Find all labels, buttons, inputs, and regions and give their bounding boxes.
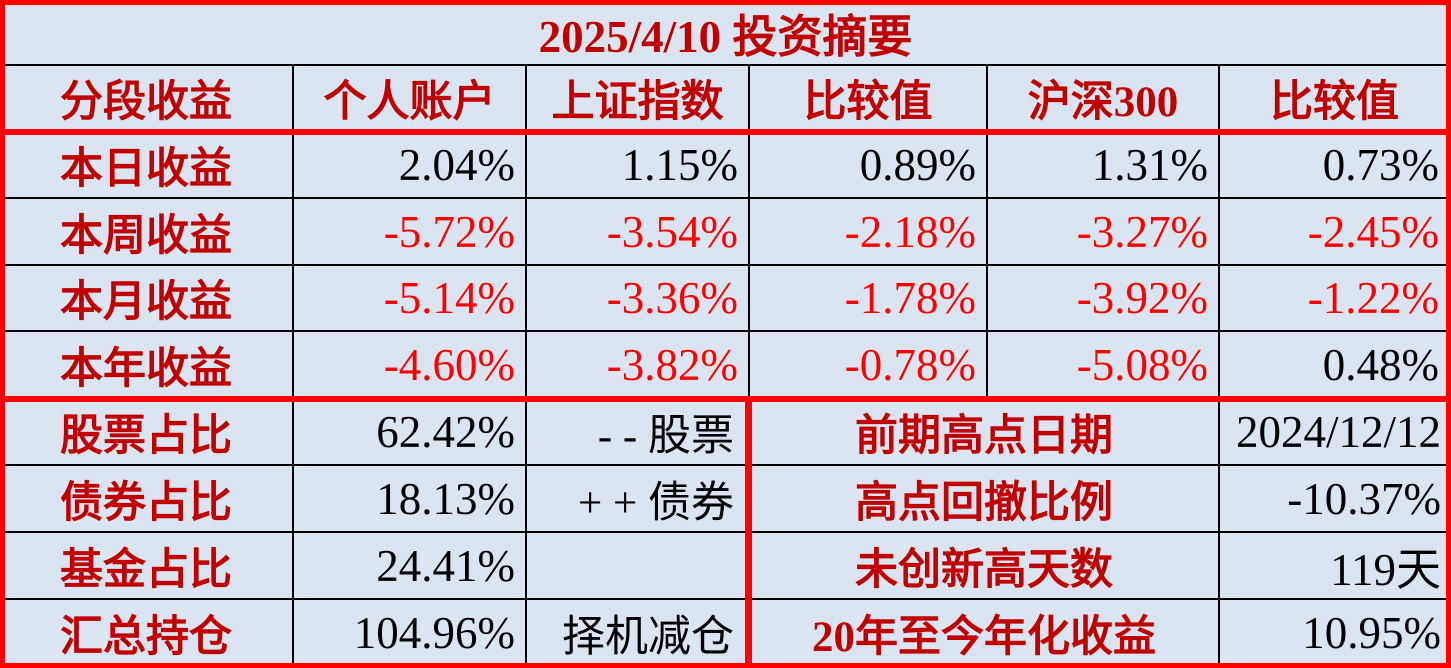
allocation-row-label: 股票占比 [0,399,294,466]
return-value-cell: -3.54% [527,199,750,266]
stat-value-cell: 119天 [1220,533,1451,600]
return-row-label: 本周收益 [0,199,294,266]
allocation-value-cell: 62.42% [294,399,527,466]
table-title: 2025/4/10 投资摘要 [0,0,1451,66]
col-header-segment: 分段收益 [0,66,294,132]
stat-value-cell: 2024/12/12 [1220,399,1451,466]
return-value-cell: -5.72% [294,199,527,266]
stat-value-cell: -10.37% [1220,466,1451,533]
col-header-compare-1: 比较值 [750,66,988,132]
return-value-cell: -4.60% [294,332,527,399]
allocation-note-cell: - - 股票 [527,399,750,466]
return-value-cell: 1.15% [527,132,750,199]
return-row-label: 本年收益 [0,332,294,399]
return-value-cell: -1.78% [750,266,988,332]
allocation-row-label: 汇总持仓 [0,600,294,668]
return-value-cell: 0.89% [750,132,988,199]
return-value-cell: -3.82% [527,332,750,399]
return-value-cell: -5.08% [988,332,1220,399]
stat-row-label: 20年至今年化收益 [750,600,1220,668]
return-row-label: 本月收益 [0,266,294,332]
return-value-cell: -1.22% [1220,266,1451,332]
return-value-cell: -2.45% [1220,199,1451,266]
return-value-cell: 0.73% [1220,132,1451,199]
return-value-cell: -2.18% [750,199,988,266]
col-header-sse-index: 上证指数 [527,66,750,132]
col-header-personal-account: 个人账户 [294,66,527,132]
return-value-cell: -0.78% [750,332,988,399]
allocation-value-cell: 24.41% [294,533,527,600]
return-value-cell: -5.14% [294,266,527,332]
allocation-value-cell: 18.13% [294,466,527,533]
return-value-cell: -3.36% [527,266,750,332]
return-row-label: 本日收益 [0,132,294,199]
return-value-cell: 0.48% [1220,332,1451,399]
allocation-value-cell: 104.96% [294,600,527,668]
return-value-cell: -3.27% [988,199,1220,266]
allocation-note-cell [527,533,750,600]
allocation-note-cell: + + 债券 [527,466,750,533]
col-header-compare-2: 比较值 [1220,66,1451,132]
allocation-row-label: 债券占比 [0,466,294,533]
return-value-cell: 2.04% [294,132,527,199]
stat-row-label: 前期高点日期 [750,399,1220,466]
stat-row-label: 高点回撤比例 [750,466,1220,533]
allocation-note-cell: 择机减仓 [527,600,750,668]
stat-value-cell: 10.95% [1220,600,1451,668]
stat-row-label: 未创新高天数 [750,533,1220,600]
return-value-cell: -3.92% [988,266,1220,332]
return-value-cell: 1.31% [988,132,1220,199]
col-header-csi300: 沪深300 [988,66,1220,132]
allocation-row-label: 基金占比 [0,533,294,600]
